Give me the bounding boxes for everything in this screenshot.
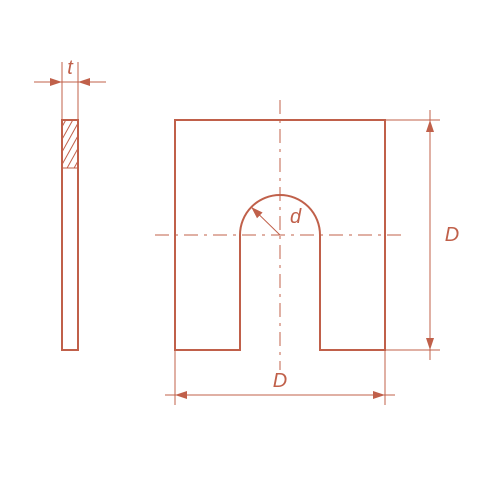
- label-slot-diameter: d: [290, 206, 302, 228]
- dimension-thickness: t: [34, 57, 106, 120]
- label-width: D: [273, 370, 287, 392]
- side-outline: [62, 120, 78, 350]
- dimension-width: D: [165, 350, 395, 405]
- technical-drawing: t D Dd: [0, 0, 500, 500]
- label-thickness: t: [67, 57, 74, 79]
- section-hatch: [0, 80, 193, 188]
- side-view: [0, 80, 193, 350]
- dimension-slot-diameter: d: [251, 206, 302, 235]
- label-height: D: [445, 224, 459, 246]
